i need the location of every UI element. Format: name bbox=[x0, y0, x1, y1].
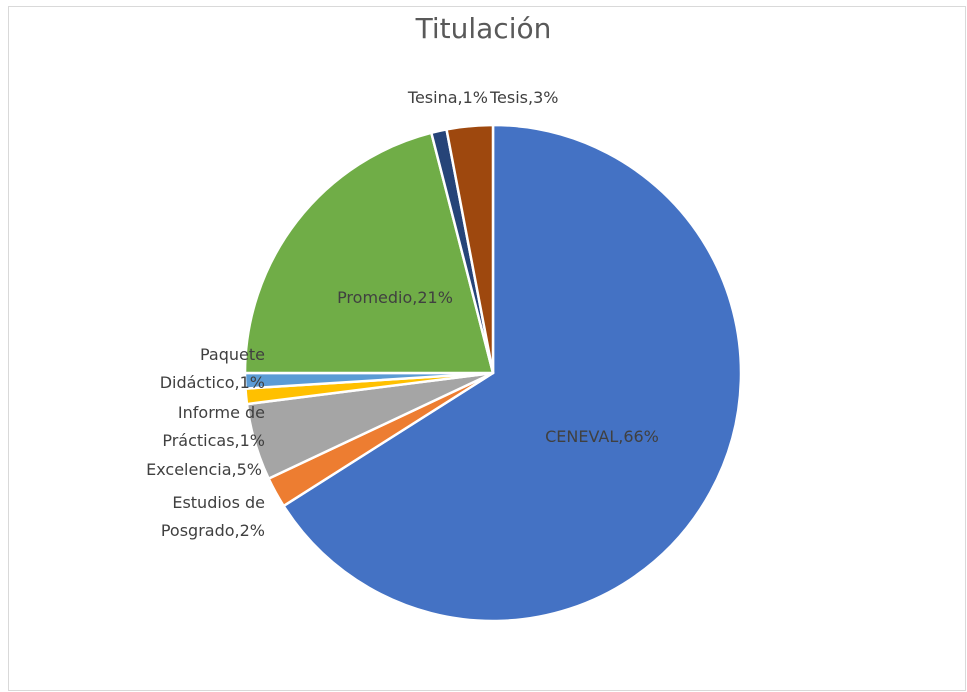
data-label: Promedio,21% bbox=[337, 288, 453, 307]
pie-slice bbox=[445, 123, 495, 375]
data-label: Estudios de Posgrado,2% bbox=[160, 493, 265, 540]
data-label: CENEVAL,66% bbox=[545, 427, 659, 446]
data-label: Paquete Didáctico,1% bbox=[159, 345, 265, 392]
chart-frame bbox=[8, 6, 966, 691]
chart-title: Titulación bbox=[415, 12, 552, 45]
data-label: Tesis,3% bbox=[490, 88, 559, 107]
data-label: Excelencia,5% bbox=[146, 460, 262, 479]
data-label: Tesina,1% bbox=[407, 88, 488, 107]
data-label: Informe de Prácticas,1% bbox=[162, 403, 265, 450]
pie-slice bbox=[282, 123, 743, 623]
pie-slice bbox=[243, 131, 495, 375]
